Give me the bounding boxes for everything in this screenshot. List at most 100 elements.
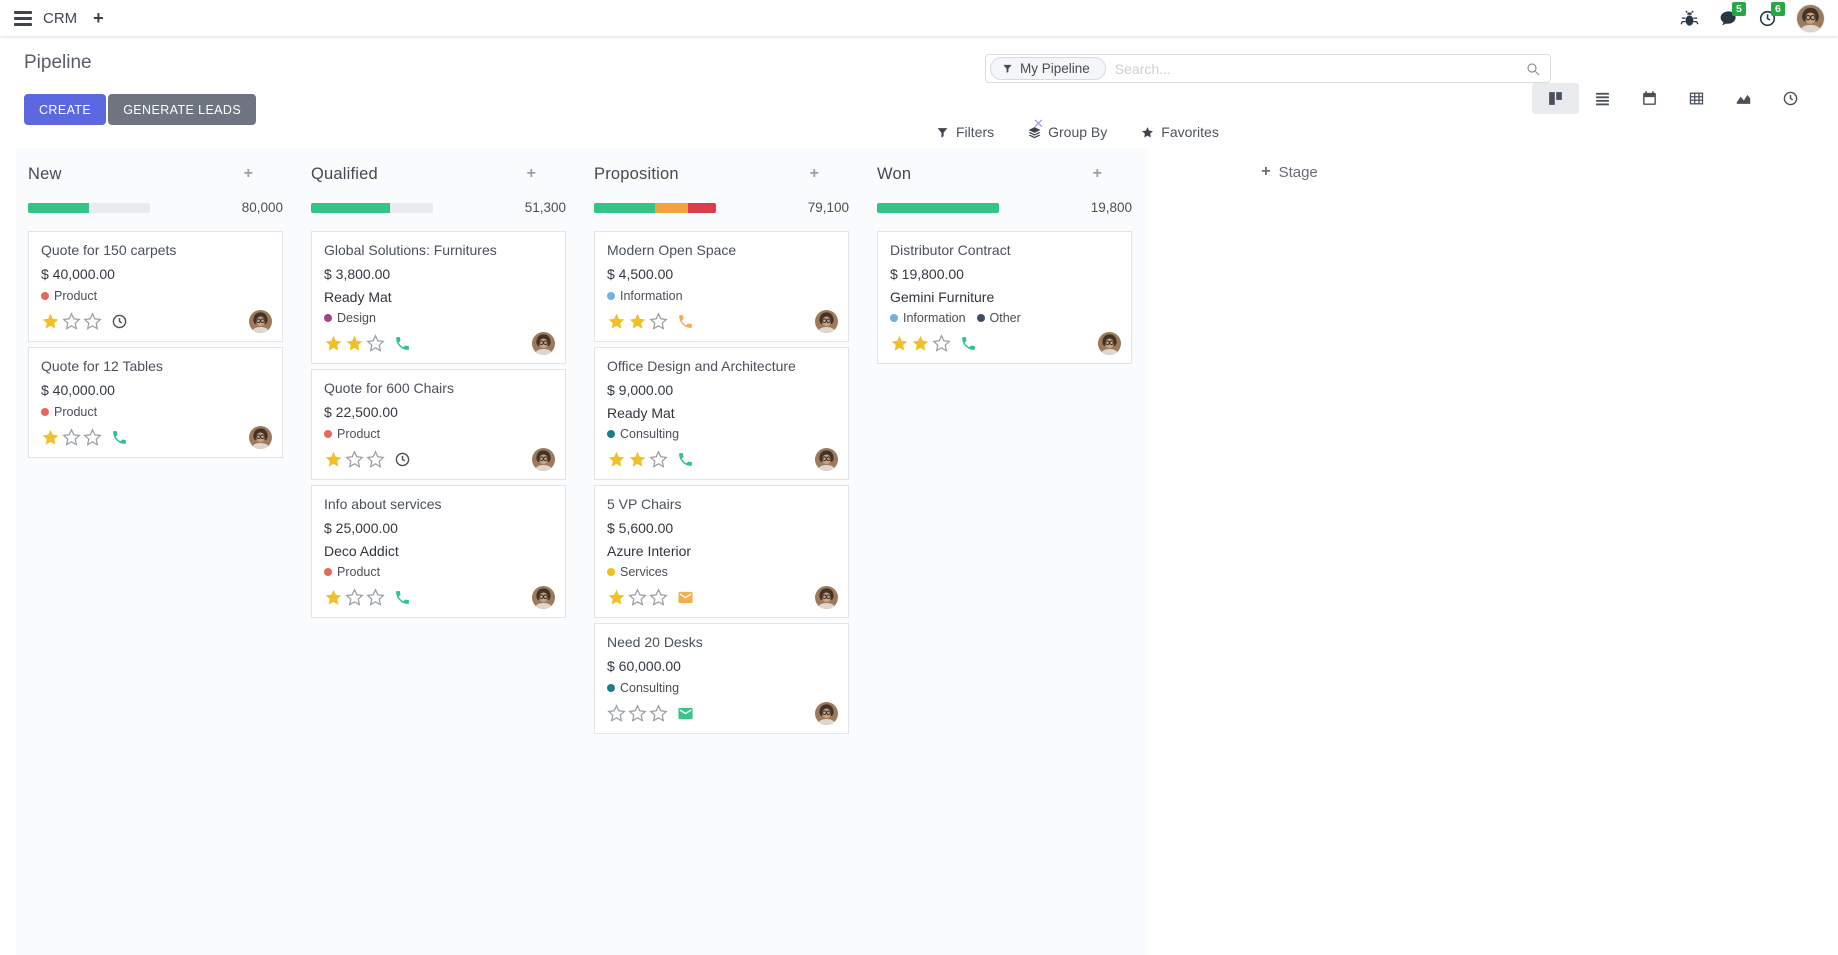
app-name[interactable]: CRM xyxy=(43,9,78,27)
kanban-card[interactable]: Quote for 12 Tables $ 40,000.00 Product xyxy=(28,347,283,458)
progress-segment[interactable] xyxy=(655,202,688,213)
clock-icon[interactable] xyxy=(111,313,128,330)
star-empty-icon[interactable] xyxy=(649,588,668,607)
quick-create-icon[interactable] xyxy=(527,166,536,182)
search-bar[interactable]: My Pipeline Search... xyxy=(985,54,1551,83)
kanban-card[interactable]: 5 VP Chairs $ 5,600.00 Azure Interior Servi… xyxy=(594,485,849,618)
activity-view-icon[interactable] xyxy=(1767,83,1814,114)
quick-create-icon[interactable] xyxy=(1093,166,1102,182)
salesperson-avatar[interactable] xyxy=(532,332,555,355)
star-empty-icon[interactable] xyxy=(649,450,668,469)
salesperson-avatar[interactable] xyxy=(815,702,838,725)
add-stage-column[interactable]: Stage xyxy=(1148,148,1431,955)
kanban-card[interactable]: Modern Open Space $ 4,500.00 Information xyxy=(594,231,849,342)
card-title[interactable]: Distributor Contract xyxy=(890,242,1011,258)
star-empty-icon[interactable] xyxy=(628,588,647,607)
phone-icon[interactable] xyxy=(677,451,694,468)
star-empty-icon[interactable] xyxy=(366,450,385,469)
progress-segment[interactable] xyxy=(390,202,433,213)
calendar-view-icon[interactable] xyxy=(1626,83,1673,114)
phone-icon[interactable] xyxy=(960,335,977,352)
card-title[interactable]: Global Solutions: Furnitures xyxy=(324,242,497,258)
salesperson-avatar[interactable] xyxy=(249,310,272,333)
star-empty-icon[interactable] xyxy=(366,588,385,607)
star-empty-icon[interactable] xyxy=(628,704,647,723)
kanban-card[interactable]: Need 20 Desks $ 60,000.00 Consulting xyxy=(594,623,849,734)
star-empty-icon[interactable] xyxy=(345,588,364,607)
kanban-view-icon[interactable] xyxy=(1532,83,1579,114)
kanban-card[interactable]: Quote for 150 carpets $ 40,000.00 Product xyxy=(28,231,283,342)
salesperson-avatar[interactable] xyxy=(815,448,838,471)
star-filled-icon[interactable] xyxy=(607,450,626,469)
star-filled-icon[interactable] xyxy=(324,334,343,353)
user-avatar[interactable] xyxy=(1797,4,1824,32)
card-title[interactable]: 5 VP Chairs xyxy=(607,496,682,512)
bug-icon[interactable] xyxy=(1680,9,1699,28)
graph-view-icon[interactable] xyxy=(1720,83,1767,114)
progress-segment[interactable] xyxy=(311,202,391,213)
card-title[interactable]: Quote for 600 Chairs xyxy=(324,380,454,396)
star-empty-icon[interactable] xyxy=(62,428,81,447)
stage-progressbar[interactable] xyxy=(311,202,433,213)
progress-segment[interactable] xyxy=(687,202,716,213)
star-empty-icon[interactable] xyxy=(345,450,364,469)
card-title[interactable]: Office Design and Architecture xyxy=(607,358,796,374)
star-empty-icon[interactable] xyxy=(62,312,81,331)
kanban-card[interactable]: Office Design and Architecture $ 9,000.00… xyxy=(594,347,849,480)
pivot-view-icon[interactable] xyxy=(1673,83,1720,114)
star-empty-icon[interactable] xyxy=(607,704,626,723)
quick-create-icon[interactable] xyxy=(244,166,253,182)
star-filled-icon[interactable] xyxy=(345,334,364,353)
progress-segment[interactable] xyxy=(28,202,89,213)
star-filled-icon[interactable] xyxy=(324,588,343,607)
favorites-menu[interactable]: Favorites xyxy=(1141,124,1219,140)
star-filled-icon[interactable] xyxy=(607,588,626,607)
salesperson-avatar[interactable] xyxy=(532,448,555,471)
stage-progressbar[interactable] xyxy=(877,202,999,213)
phone-icon[interactable] xyxy=(111,429,128,446)
search-icon[interactable] xyxy=(1525,61,1541,77)
progress-segment[interactable] xyxy=(89,202,150,213)
star-filled-icon[interactable] xyxy=(324,450,343,469)
create-button[interactable]: CREATE xyxy=(24,94,107,125)
star-filled-icon[interactable] xyxy=(890,334,909,353)
star-empty-icon[interactable] xyxy=(932,334,951,353)
salesperson-avatar[interactable] xyxy=(815,586,838,609)
star-filled-icon[interactable] xyxy=(628,312,647,331)
stage-progressbar[interactable] xyxy=(594,202,716,213)
kanban-card[interactable]: Distributor Contract $ 19,800.00 Gemini Fu… xyxy=(877,231,1132,364)
messages-icon[interactable]: 5 xyxy=(1719,1,1746,28)
star-filled-icon[interactable] xyxy=(41,312,60,331)
phone-icon[interactable] xyxy=(394,335,411,352)
card-title[interactable]: Need 20 Desks xyxy=(607,634,703,650)
apps-menu-icon[interactable] xyxy=(14,10,32,26)
envelope-icon[interactable] xyxy=(677,705,694,722)
progress-segment[interactable] xyxy=(594,202,655,213)
star-filled-icon[interactable] xyxy=(628,450,647,469)
star-empty-icon[interactable] xyxy=(366,334,385,353)
clock-icon[interactable] xyxy=(394,451,411,468)
salesperson-avatar[interactable] xyxy=(249,426,272,449)
kanban-card[interactable]: Quote for 600 Chairs $ 22,500.00 Product xyxy=(311,369,566,480)
search-input[interactable]: Search... xyxy=(1114,60,1171,77)
star-empty-icon[interactable] xyxy=(83,428,102,447)
star-filled-icon[interactable] xyxy=(41,428,60,447)
list-view-icon[interactable] xyxy=(1579,83,1626,114)
card-title[interactable]: Quote for 12 Tables xyxy=(41,358,163,374)
star-filled-icon[interactable] xyxy=(911,334,930,353)
envelope-icon[interactable] xyxy=(677,589,694,606)
star-empty-icon[interactable] xyxy=(649,704,668,723)
star-empty-icon[interactable] xyxy=(649,312,668,331)
quick-create-icon[interactable] xyxy=(810,166,819,182)
phone-icon[interactable] xyxy=(394,589,411,606)
card-title[interactable]: Info about services xyxy=(324,496,442,512)
salesperson-avatar[interactable] xyxy=(1098,332,1121,355)
card-title[interactable]: Quote for 150 carpets xyxy=(41,242,177,258)
group-by-menu[interactable]: Group By xyxy=(1028,124,1107,140)
generate-leads-button[interactable]: GENERATE LEADS xyxy=(108,94,257,125)
progress-segment[interactable] xyxy=(877,202,999,213)
salesperson-avatar[interactable] xyxy=(815,310,838,333)
star-filled-icon[interactable] xyxy=(607,312,626,331)
card-title[interactable]: Modern Open Space xyxy=(607,242,737,258)
kanban-card[interactable]: Global Solutions: Furnitures $ 3,800.00 Re… xyxy=(311,231,566,364)
